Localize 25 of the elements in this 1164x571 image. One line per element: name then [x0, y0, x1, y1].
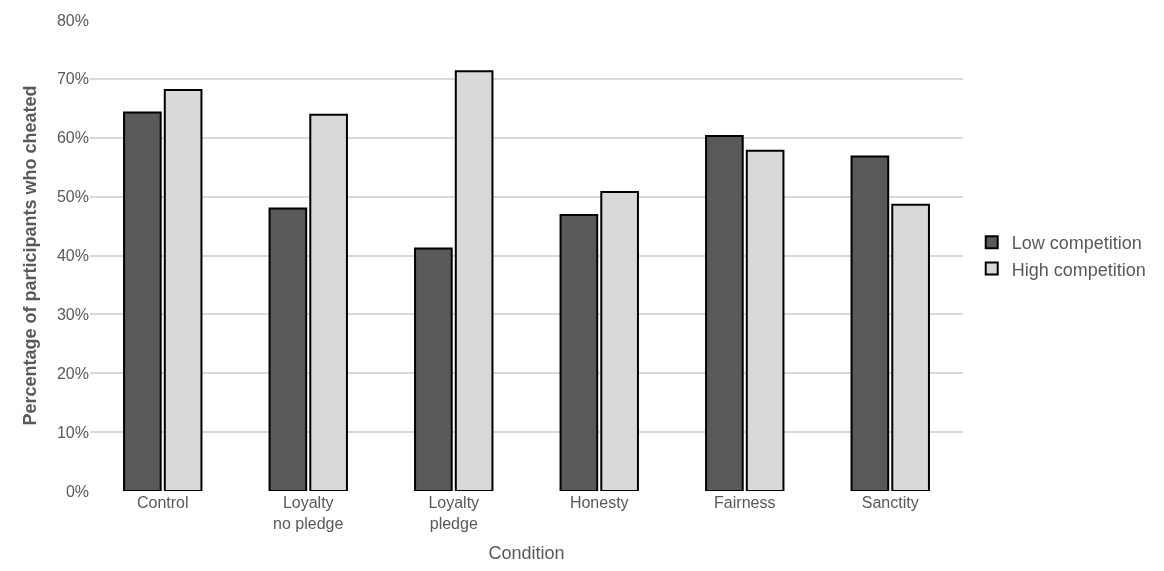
- y-tick-label: 40%: [56, 247, 89, 265]
- y-tick-label: 0%: [65, 482, 89, 500]
- bar: [705, 134, 744, 491]
- legend-label: High competition: [1011, 259, 1146, 280]
- x-tick-label: Loyalty no pledge: [273, 494, 344, 532]
- bar: [268, 207, 308, 491]
- y-tick-label: 20%: [56, 364, 89, 382]
- y-tick-label: 80%: [56, 11, 89, 29]
- y-tick-label: 50%: [56, 188, 89, 206]
- y-tick-label: 30%: [56, 305, 89, 323]
- x-tick-label: Sanctity: [861, 494, 919, 511]
- legend-label: Low competition: [1011, 233, 1142, 254]
- y-tick-label: 70%: [56, 70, 89, 88]
- y-tick-label: 60%: [56, 129, 89, 147]
- y-axis-title: Percentage of participants who cheated: [20, 85, 41, 426]
- bar: [414, 247, 453, 491]
- x-tick-label: Loyalty pledge: [428, 494, 480, 532]
- x-tick-label: Honesty: [569, 494, 629, 511]
- x-tick-label: Fairness: [714, 494, 776, 511]
- y-tick-label: 10%: [56, 423, 89, 441]
- x-tick-label: Control: [136, 494, 189, 511]
- bar: [123, 111, 162, 491]
- x-axis-title: Condition: [488, 542, 565, 563]
- bar: [850, 155, 890, 491]
- bar: [559, 213, 599, 491]
